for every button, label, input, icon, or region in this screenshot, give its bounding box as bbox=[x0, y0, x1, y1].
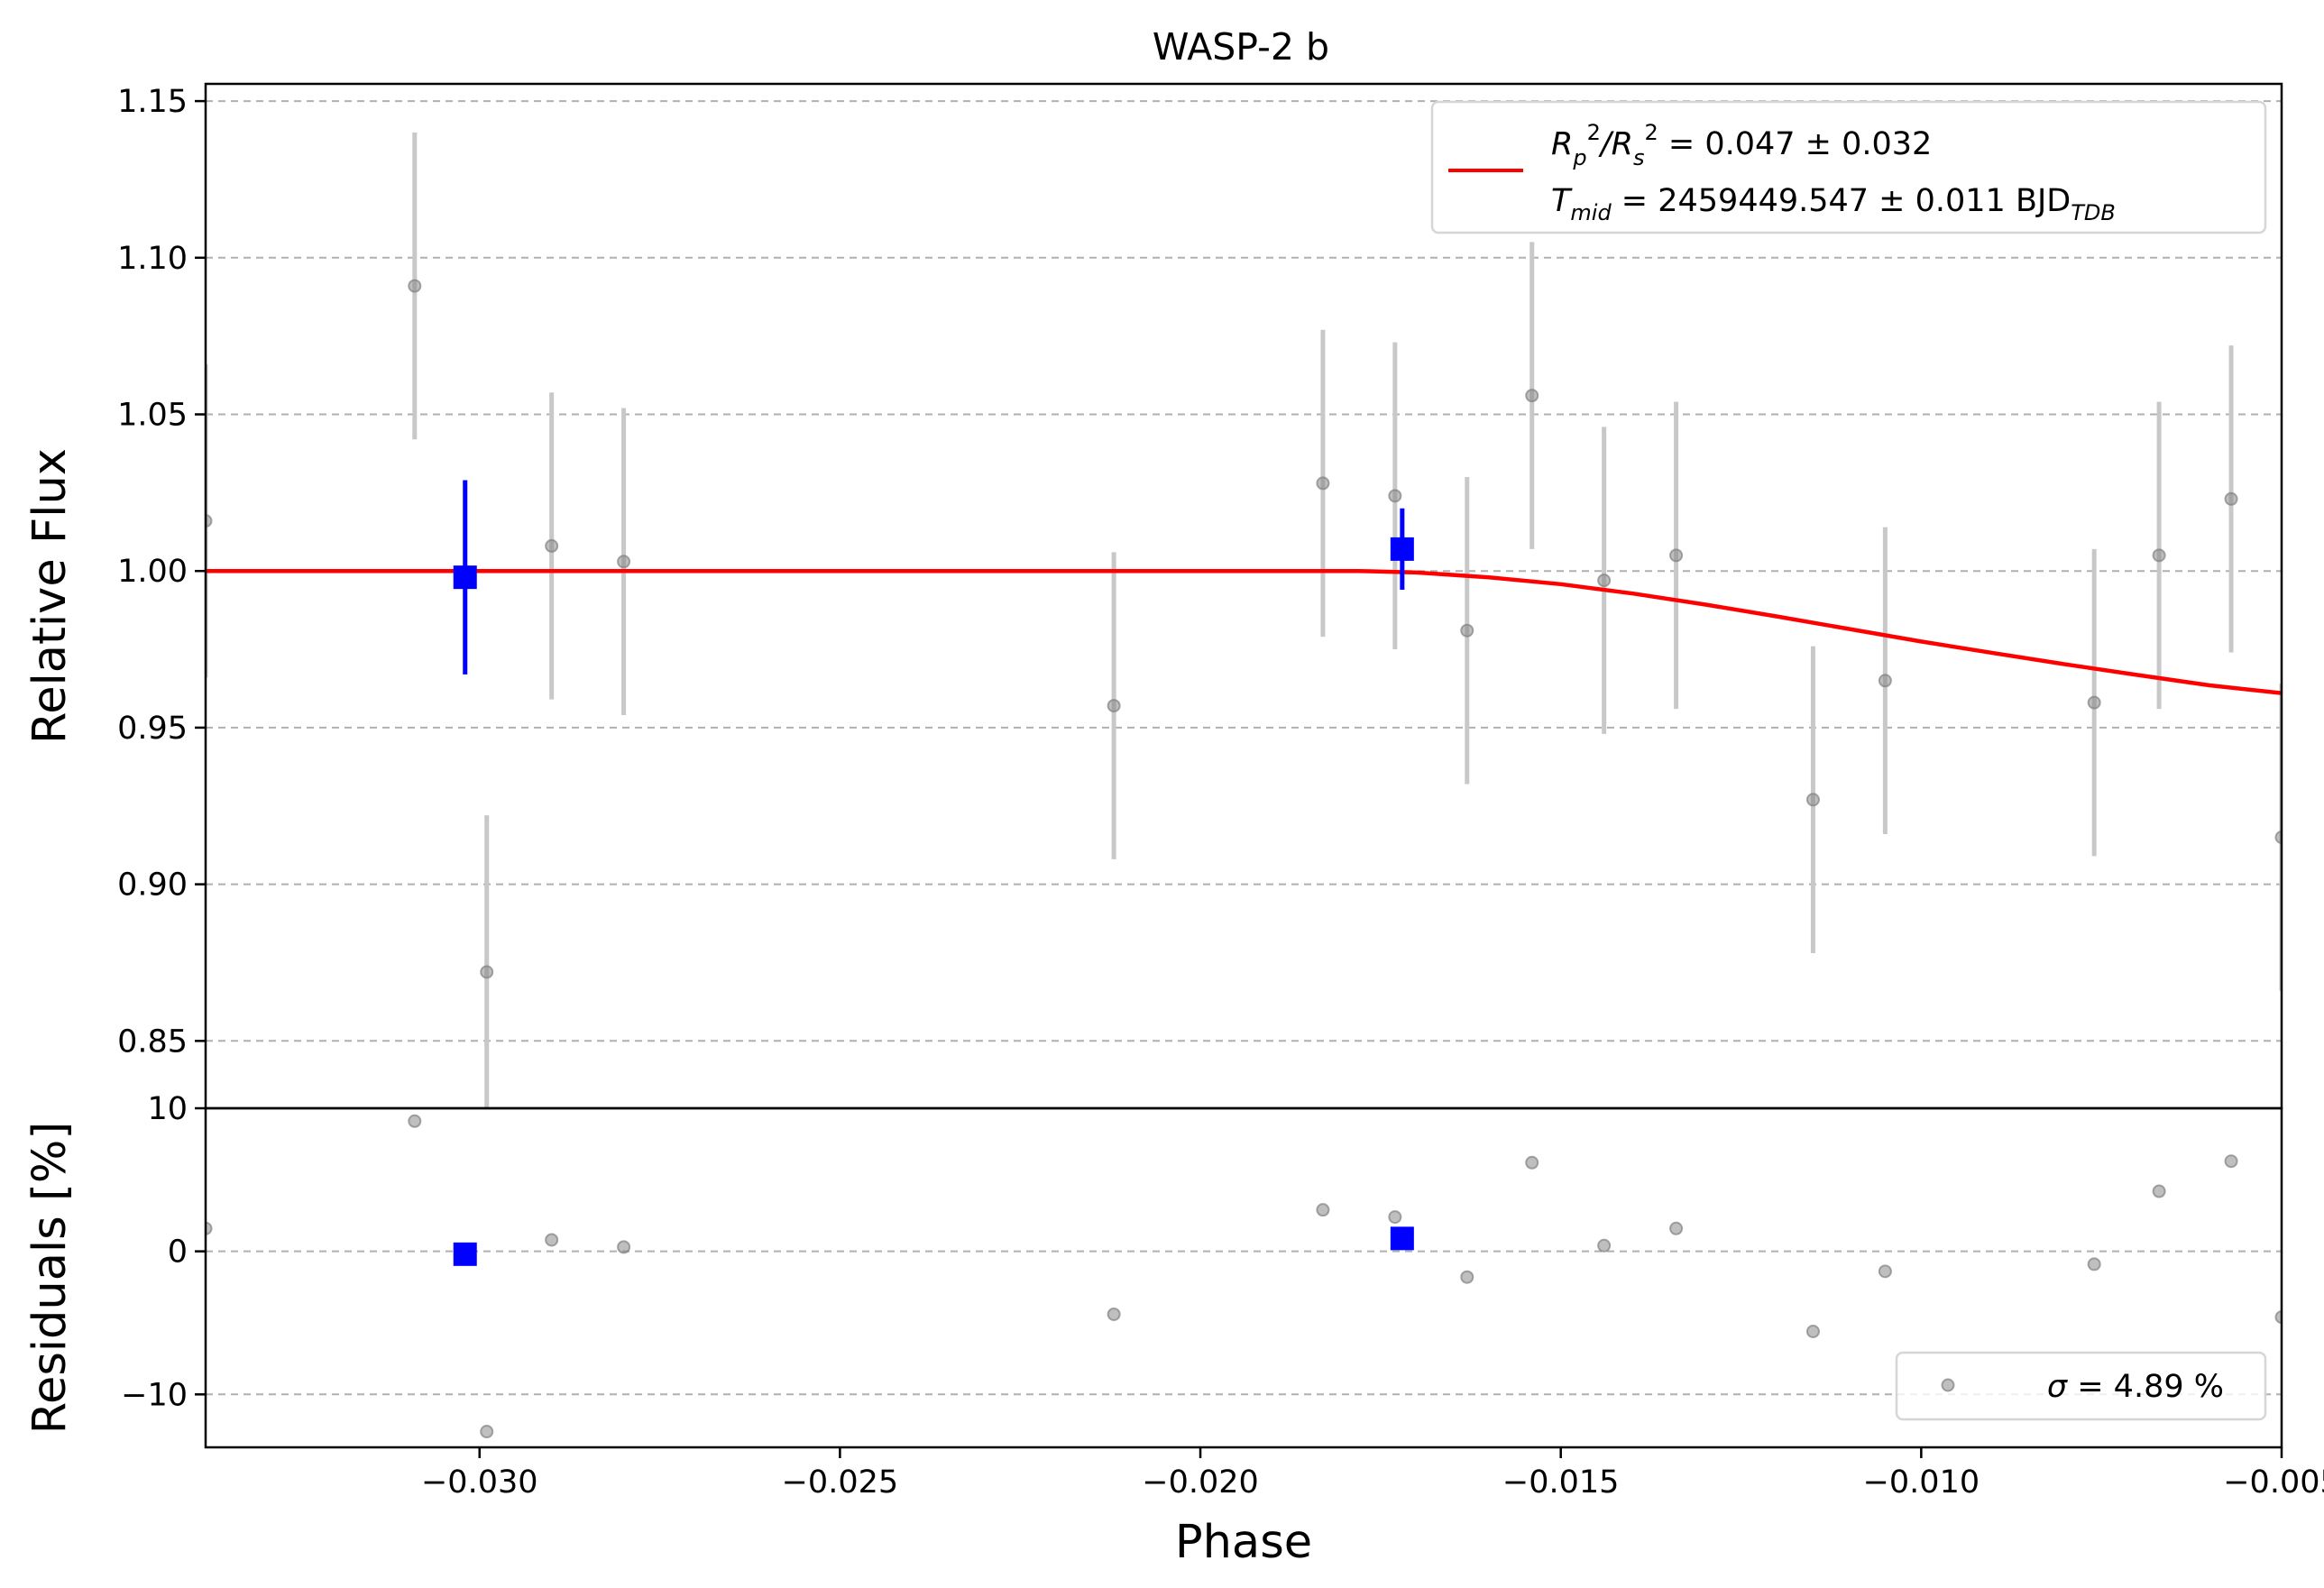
residual-point bbox=[617, 1240, 631, 1254]
data-point bbox=[1460, 623, 1474, 638]
x-tick-label: −0.010 bbox=[1863, 1464, 1980, 1501]
x-tick-label: −0.020 bbox=[1142, 1464, 1259, 1501]
data-point bbox=[2087, 695, 2101, 710]
bottom-y-axis-label: Residuals [%] bbox=[23, 1122, 77, 1434]
data-point bbox=[1805, 793, 1820, 807]
x-tick-label: −0.015 bbox=[1502, 1464, 1620, 1501]
x-tick-label: −0.005 bbox=[2223, 1464, 2324, 1501]
binned-point bbox=[1390, 537, 1414, 561]
chart-title: WASP-2 b bbox=[1153, 25, 1329, 69]
top-legend: Rp2/Rs2 = 0.047 ± 0.032 Tmid = 2459449.5… bbox=[1430, 100, 2267, 234]
residual-point bbox=[1805, 1324, 1820, 1338]
residual-point bbox=[1316, 1203, 1330, 1217]
data-point bbox=[545, 538, 559, 553]
top-y-tick-label: 0.90 bbox=[117, 867, 188, 904]
data-point bbox=[617, 555, 631, 569]
residual-binned-point bbox=[453, 1242, 477, 1266]
data-point bbox=[1525, 389, 1539, 403]
data-point bbox=[1597, 574, 1612, 588]
data-point bbox=[408, 279, 422, 293]
bottom-legend: σ = 4.89 % bbox=[1895, 1351, 2267, 1421]
data-point bbox=[2152, 548, 2166, 563]
data-point bbox=[1107, 699, 1121, 713]
residual-point bbox=[2274, 1310, 2282, 1325]
data-point bbox=[1878, 674, 1892, 688]
bottom-y-tick-label: 0 bbox=[168, 1235, 188, 1271]
x-axis: −0.030 −0.025 −0.020 −0.015 −0.010 −0.005 bbox=[421, 1447, 2324, 1501]
x-axis-label: Phase bbox=[1175, 1516, 1312, 1569]
residual-point bbox=[1669, 1221, 1684, 1235]
legend-sigma-text: σ = 4.89 % bbox=[2047, 1369, 2224, 1405]
transit-model bbox=[206, 568, 2282, 695]
x-tick-label: −0.030 bbox=[421, 1464, 538, 1501]
data-point bbox=[206, 514, 213, 528]
top-legend-box bbox=[1430, 100, 2267, 234]
data-point bbox=[1388, 489, 1402, 503]
bottom-legend-box bbox=[1895, 1351, 2267, 1421]
legend-tmid-text: Tmid = 2459449.547 ± 0.011 BJDTDB bbox=[1551, 183, 2116, 225]
top-y-axis-label: Relative Flux bbox=[23, 448, 77, 744]
residual-point bbox=[2087, 1257, 2101, 1271]
data-point bbox=[1669, 548, 1684, 563]
top-y-tick-label: 0.95 bbox=[117, 711, 188, 747]
residual-point bbox=[1107, 1307, 1121, 1321]
bottom-y-tick-label: −10 bbox=[121, 1377, 188, 1413]
residual-binned-point bbox=[1390, 1226, 1414, 1251]
legend-depth-text: Rp2/Rs2 = 0.047 ± 0.032 bbox=[1551, 120, 1932, 170]
top-panel-frame bbox=[204, 82, 2283, 1110]
top-binned-points bbox=[453, 480, 1414, 675]
top-y-tick-label: 1.05 bbox=[117, 398, 188, 434]
data-point bbox=[2274, 831, 2282, 844]
data-point bbox=[480, 965, 494, 979]
data-point bbox=[1316, 476, 1330, 491]
residual-point bbox=[1878, 1264, 1892, 1279]
residual-point bbox=[206, 1221, 213, 1235]
bottom-y-axis: −10 0 10 bbox=[121, 1091, 206, 1413]
residual-points bbox=[206, 1114, 2282, 1439]
residual-point bbox=[480, 1425, 494, 1439]
binned-point bbox=[453, 565, 477, 590]
top-y-tick-label: 1.10 bbox=[117, 241, 188, 277]
residual-point bbox=[408, 1114, 422, 1128]
residual-point bbox=[1525, 1155, 1539, 1170]
residual-point bbox=[1460, 1270, 1474, 1284]
x-tick-label: −0.025 bbox=[782, 1464, 899, 1501]
top-error-bars bbox=[206, 132, 2282, 1108]
residual-point bbox=[1597, 1238, 1612, 1253]
residual-point bbox=[1388, 1210, 1402, 1225]
bottom-y-tick-label: 10 bbox=[147, 1091, 188, 1127]
data-point bbox=[2224, 491, 2238, 506]
top-y-tick-label: 0.85 bbox=[117, 1023, 188, 1060]
bottom-panel-frame bbox=[204, 1106, 2283, 1449]
top-y-tick-label: 1.15 bbox=[117, 84, 188, 120]
legend-residual-marker bbox=[1941, 1378, 1955, 1392]
residual-point bbox=[2224, 1154, 2238, 1169]
top-data-points bbox=[206, 279, 2282, 979]
top-y-tick-label: 1.00 bbox=[117, 554, 188, 590]
top-y-axis: 0.85 0.90 0.95 1.00 1.05 1.10 1.15 bbox=[117, 84, 206, 1060]
residual-point bbox=[2152, 1184, 2166, 1198]
residual-point bbox=[545, 1233, 559, 1247]
model-curve bbox=[206, 568, 2282, 695]
residual-binned-points bbox=[453, 1226, 1414, 1266]
